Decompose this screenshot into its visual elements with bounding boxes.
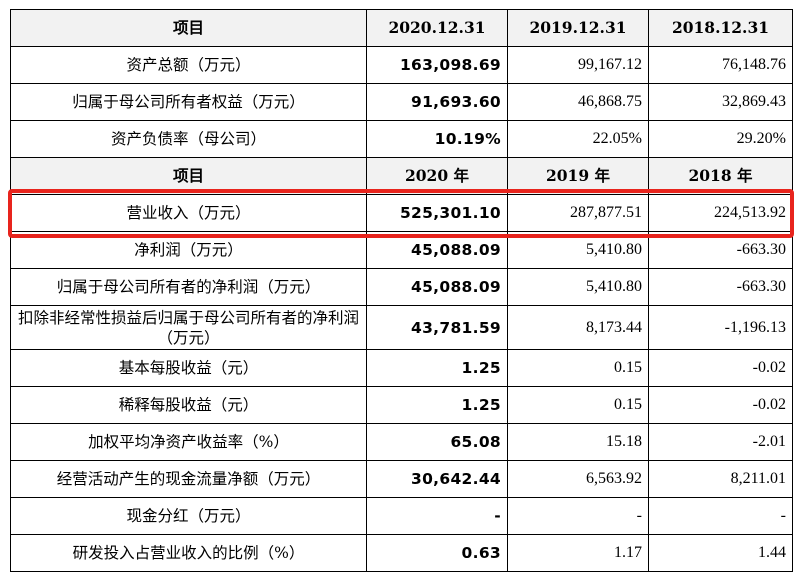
value-2018: 32,869.43: [648, 83, 793, 121]
value-2020: 525,301.10: [366, 194, 508, 232]
value-2019: 99,167.12: [507, 46, 649, 84]
subheader-2018-cell: 2018 年: [648, 157, 793, 195]
value-2019: 15.18: [507, 423, 649, 461]
value-2019: 287,877.51: [507, 194, 649, 232]
value-2018: 29.20%: [648, 120, 793, 158]
value-2020: 91,693.60: [366, 83, 508, 121]
row-label: 营业收入（万元）: [10, 194, 367, 232]
row-label: 研发投入占营业收入的比例（%）: [10, 534, 367, 572]
value-2018: -0.02: [648, 349, 793, 387]
value-2019: 0.15: [507, 349, 649, 387]
value-2018: -663.30: [648, 268, 793, 306]
table-row-operating-cash-flow: 经营活动产生的现金流量净额（万元） 30,642.44 6,563.92 8,2…: [10, 460, 793, 498]
row-label: 稀释每股收益（元）: [10, 386, 367, 424]
header-2020-cell: 2020.12.31: [366, 9, 508, 47]
value-2018: -1,196.13: [648, 305, 793, 350]
value-2018: 224,513.92: [648, 194, 793, 232]
value-2020: 10.19%: [366, 120, 508, 158]
table-row-revenue: 营业收入（万元） 525,301.10 287,877.51 224,513.9…: [10, 194, 793, 232]
value-2019: 1.17: [507, 534, 649, 572]
value-2019: 46,868.75: [507, 83, 649, 121]
table-row-weighted-roe: 加权平均净资产收益率（%） 65.08 15.18 -2.01: [10, 423, 793, 461]
value-2020: 1.25: [366, 386, 508, 424]
value-2020: 163,098.69: [366, 46, 508, 84]
table-row-cash-dividend: 现金分红（万元） - - -: [10, 497, 793, 535]
value-2019: 5,410.80: [507, 268, 649, 306]
value-2018: 1.44: [648, 534, 793, 572]
header-2019-cell: 2019.12.31: [507, 9, 649, 47]
row-label: 资产总额（万元）: [10, 46, 367, 84]
row-label: 经营活动产生的现金流量净额（万元）: [10, 460, 367, 498]
table-header-row: 项目 2020.12.31 2019.12.31 2018.12.31: [10, 9, 793, 47]
value-2019: 8,173.44: [507, 305, 649, 350]
value-2019: 6,563.92: [507, 460, 649, 498]
row-label: 净利润（万元）: [10, 231, 367, 269]
table-row-net-profit: 净利润（万元） 45,088.09 5,410.80 -663.30: [10, 231, 793, 269]
value-2018: 8,211.01: [648, 460, 793, 498]
row-label: 归属于母公司所有者权益（万元）: [10, 83, 367, 121]
row-label: 现金分红（万元）: [10, 497, 367, 535]
table-row-parent-equity: 归属于母公司所有者权益（万元） 91,693.60 46,868.75 32,8…: [10, 83, 793, 121]
value-2018: -0.02: [648, 386, 793, 424]
value-2018: -663.30: [648, 231, 793, 269]
table-row-debt-ratio: 资产负债率（母公司） 10.19% 22.05% 29.20%: [10, 120, 793, 158]
value-2020: 0.63: [366, 534, 508, 572]
table-subheader-row: 项目 2020 年 2019 年 2018 年: [10, 157, 793, 195]
value-2019: 5,410.80: [507, 231, 649, 269]
subheader-2020-cell: 2020 年: [366, 157, 508, 195]
value-2020: 43,781.59: [366, 305, 508, 350]
financial-data-table: 项目 2020.12.31 2019.12.31 2018.12.31 资产总额…: [10, 9, 793, 572]
value-2020: 1.25: [366, 349, 508, 387]
value-2020: 45,088.09: [366, 231, 508, 269]
value-2019: 22.05%: [507, 120, 649, 158]
value-2018: -2.01: [648, 423, 793, 461]
table-row-parent-net-profit: 归属于母公司所有者的净利润（万元） 45,088.09 5,410.80 -66…: [10, 268, 793, 306]
row-label: 基本每股收益（元）: [10, 349, 367, 387]
value-2018: -: [648, 497, 793, 535]
header-2018-cell: 2018.12.31: [648, 9, 793, 47]
value-2018: 76,148.76: [648, 46, 793, 84]
table-row-rd-ratio: 研发投入占营业收入的比例（%） 0.63 1.17 1.44: [10, 534, 793, 572]
subheader-item-cell: 项目: [10, 157, 367, 195]
value-2020: 65.08: [366, 423, 508, 461]
value-2020: 45,088.09: [366, 268, 508, 306]
row-label: 资产负债率（母公司）: [10, 120, 367, 158]
subheader-2019-cell: 2019 年: [507, 157, 649, 195]
table-row-basic-eps: 基本每股收益（元） 1.25 0.15 -0.02: [10, 349, 793, 387]
value-2020: -: [366, 497, 508, 535]
financial-table-container: 项目 2020.12.31 2019.12.31 2018.12.31 资产总额…: [8, 9, 794, 572]
table-row-total-assets: 资产总额（万元） 163,098.69 99,167.12 76,148.76: [10, 46, 793, 84]
value-2019: -: [507, 497, 649, 535]
header-item-cell: 项目: [10, 9, 367, 47]
row-label: 加权平均净资产收益率（%）: [10, 423, 367, 461]
table-row-deducted-net-profit: 扣除非经常性损益后归属于母公司所有者的净利润（万元） 43,781.59 8,1…: [10, 305, 793, 350]
value-2019: 0.15: [507, 386, 649, 424]
row-label: 扣除非经常性损益后归属于母公司所有者的净利润（万元）: [10, 305, 367, 350]
table-row-diluted-eps: 稀释每股收益（元） 1.25 0.15 -0.02: [10, 386, 793, 424]
row-label: 归属于母公司所有者的净利润（万元）: [10, 268, 367, 306]
value-2020: 30,642.44: [366, 460, 508, 498]
